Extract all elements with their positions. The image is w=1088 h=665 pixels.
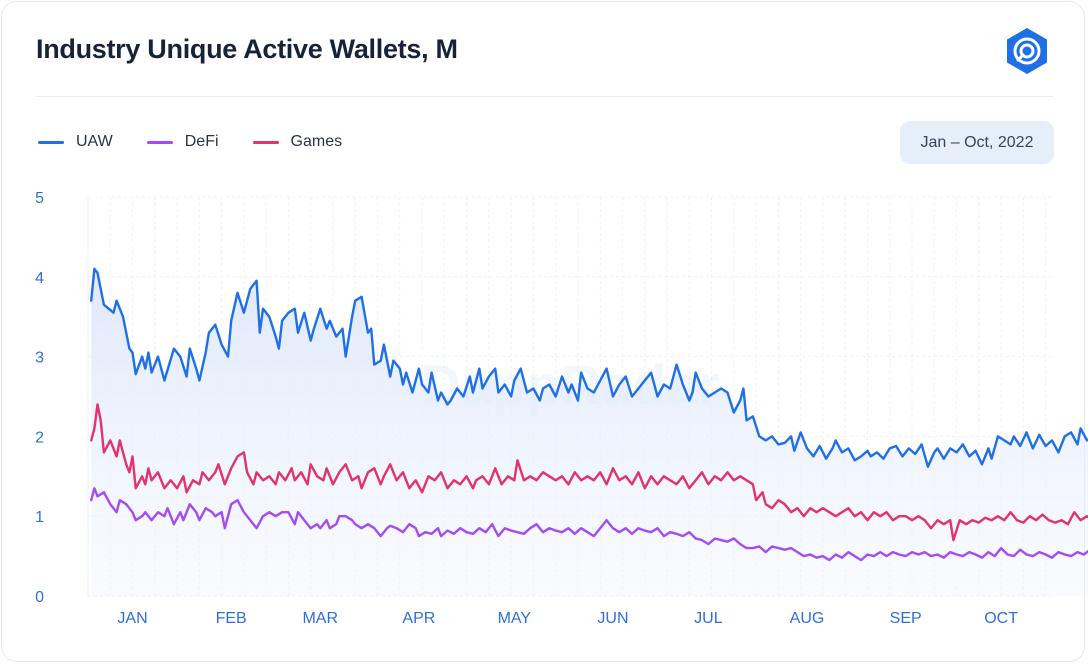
x-tick-label: OCT: [984, 610, 1018, 627]
x-tick-label: JUL: [694, 610, 723, 627]
legend-label-uaw: UAW: [76, 133, 113, 150]
x-tick-label: MAR: [302, 610, 338, 627]
y-tick-label: 0: [35, 589, 44, 606]
x-tick-label: MAY: [498, 610, 532, 627]
x-tick-label: JUN: [597, 610, 628, 627]
legend-item-uaw[interactable]: UAW: [38, 133, 113, 151]
series-line-defi[interactable]: [90, 487, 1088, 562]
series-line-uaw[interactable]: [90, 267, 1088, 468]
y-tick-label: 5: [35, 190, 44, 207]
legend-item-games[interactable]: Games: [252, 133, 343, 151]
legend-label-games: Games: [290, 133, 343, 150]
series-area-uaw: [91, 268, 1088, 596]
date-range-badge[interactable]: Jan – Oct, 2022: [900, 121, 1054, 164]
legend-swatch-uaw: [38, 140, 64, 144]
legend-swatch-defi: [146, 140, 173, 144]
y-tick-label: 3: [35, 350, 44, 367]
x-tick-label: APR: [402, 610, 435, 627]
header-divider: [36, 96, 1053, 97]
x-tick-label: SEP: [890, 610, 922, 627]
y-tick-label: 4: [35, 270, 44, 287]
chart-title: Industry Unique Active Wallets, M: [36, 34, 458, 64]
dappradar-logo-icon[interactable]: [1002, 26, 1052, 76]
chart-legend: UAW DeFi Games: [38, 131, 342, 153]
x-tick-label: AUG: [790, 610, 825, 627]
legend-label-defi: DeFi: [184, 133, 219, 150]
legend-swatch-games: [252, 140, 279, 144]
series-line-games[interactable]: [90, 403, 1088, 545]
y-tick-label: 1: [35, 509, 44, 526]
legend-item-defi[interactable]: DeFi: [146, 133, 219, 151]
y-tick-label: 2: [35, 429, 44, 446]
x-tick-label: FEB: [216, 610, 247, 627]
x-tick-label: JAN: [117, 610, 147, 627]
